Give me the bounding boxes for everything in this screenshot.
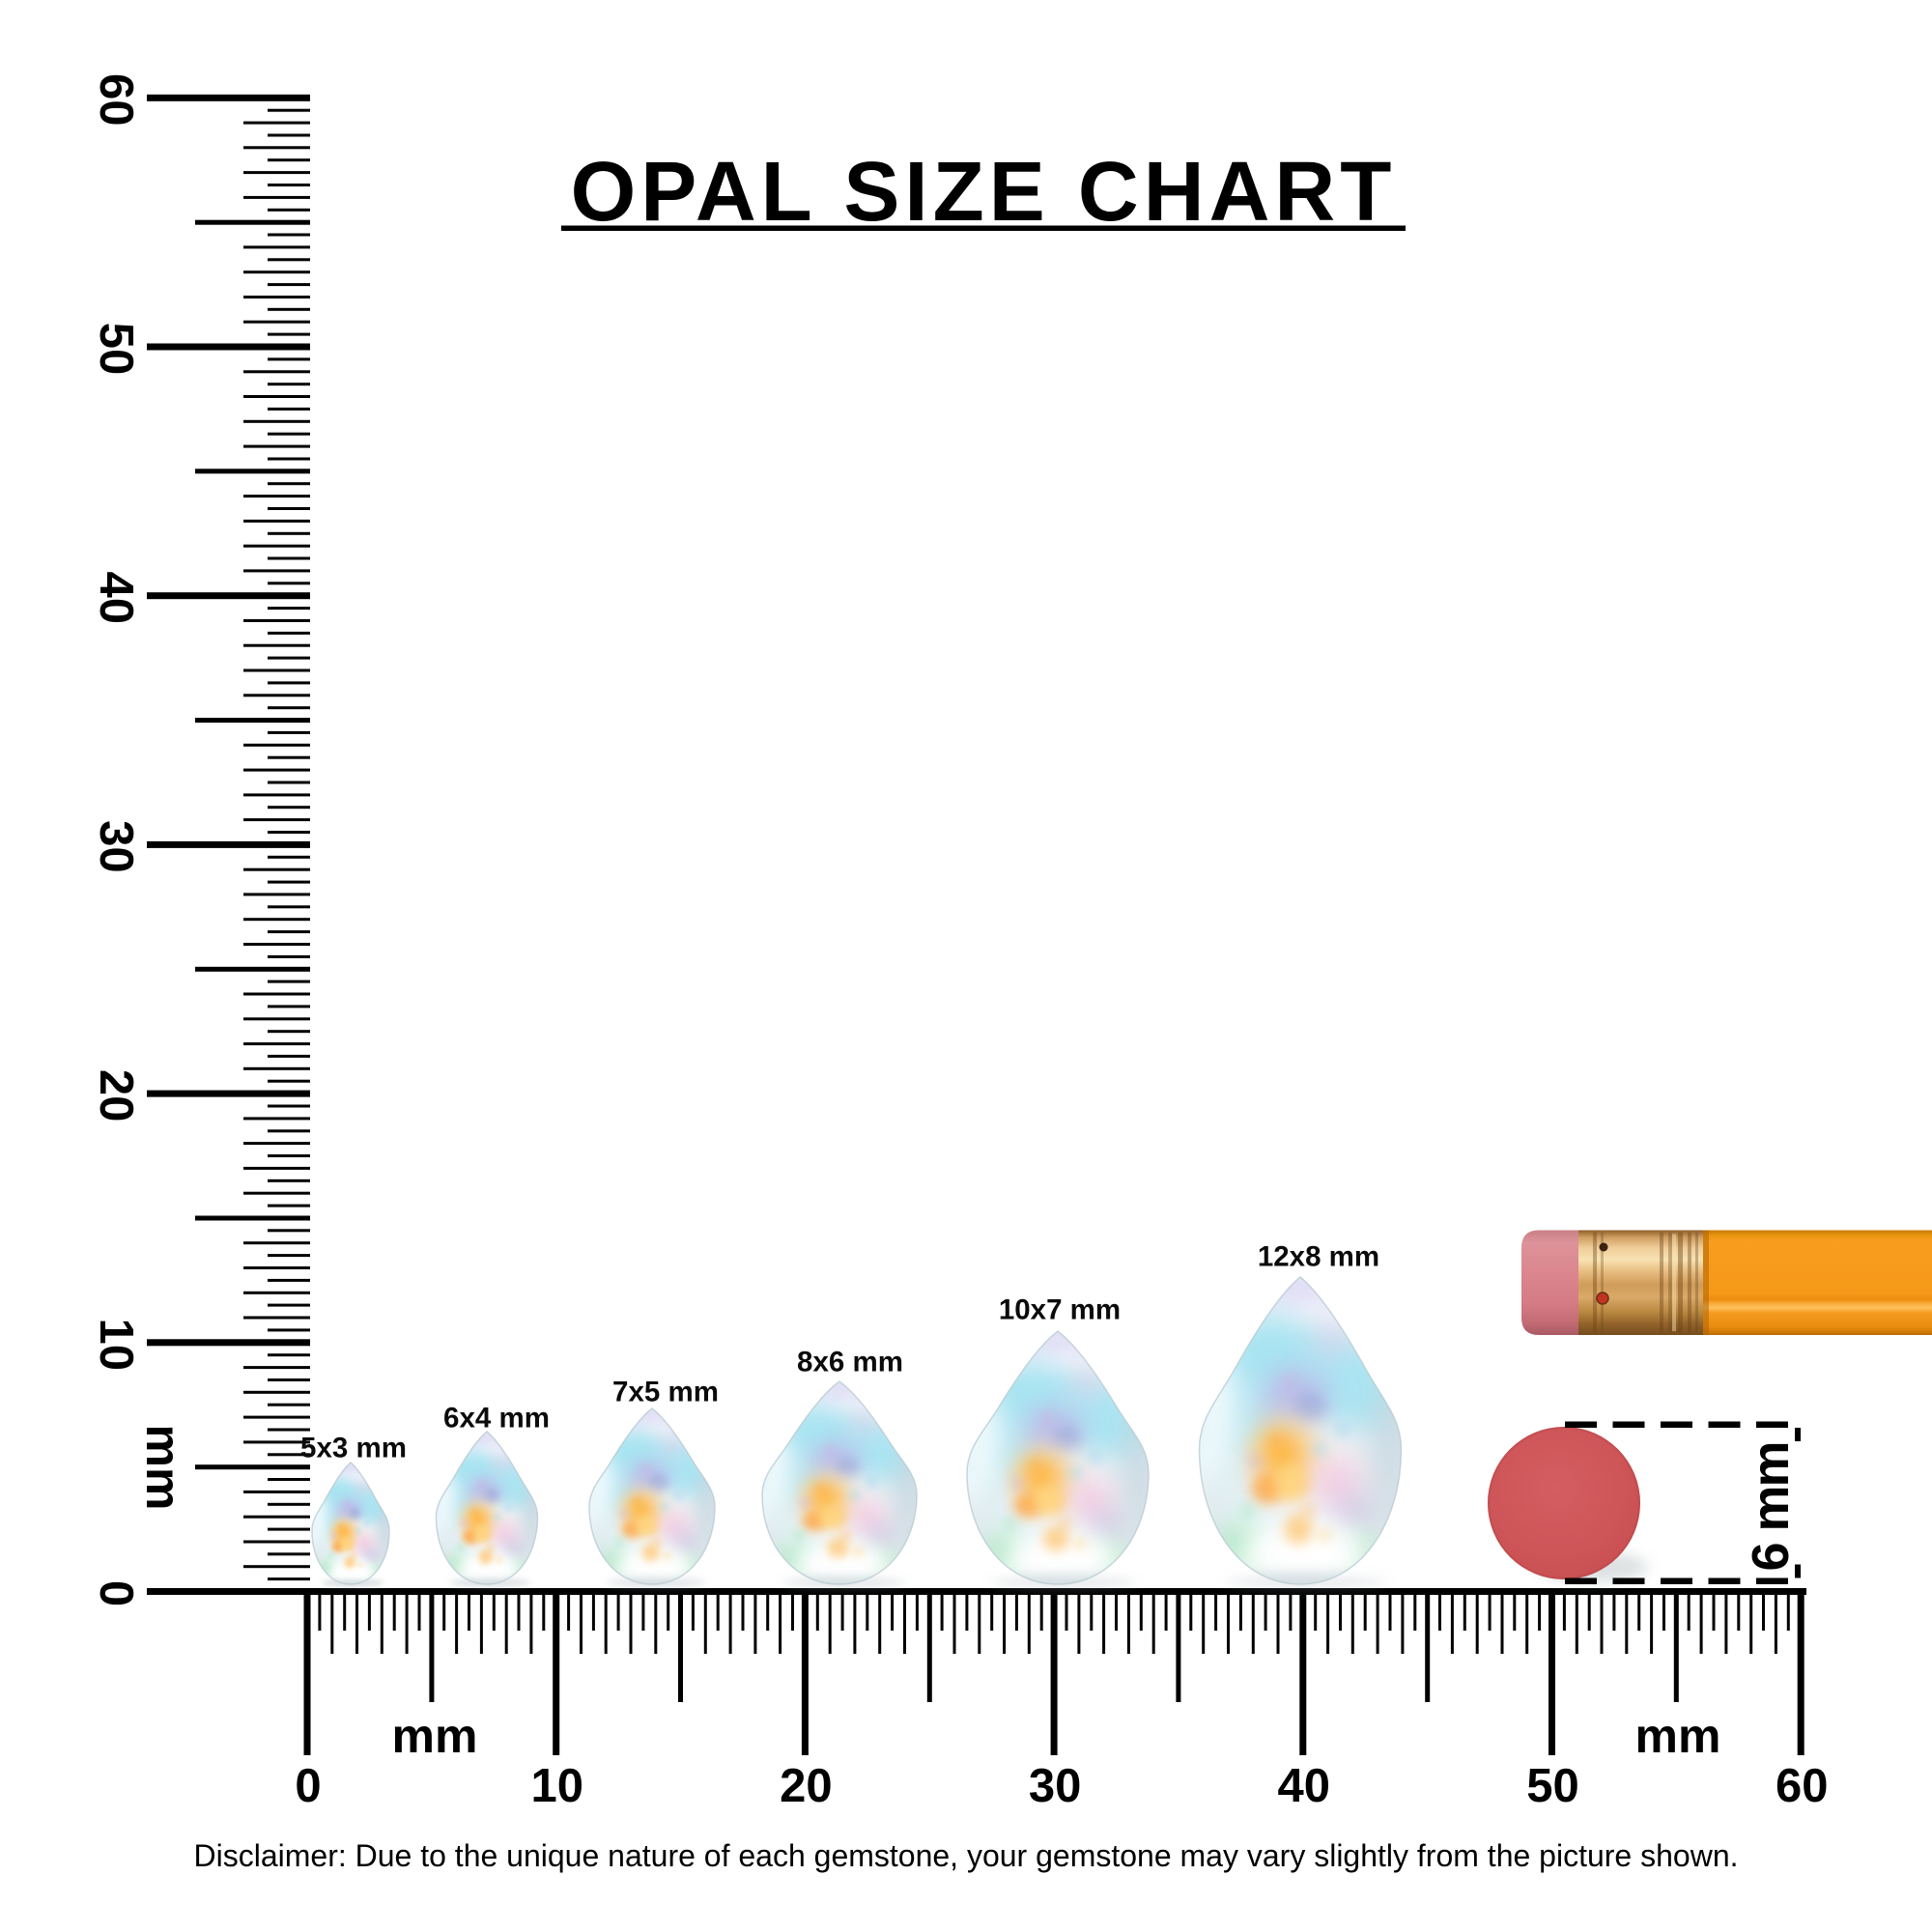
svg-text:20: 20 (90, 1069, 142, 1122)
svg-text:6 mm: 6 mm (1742, 1442, 1800, 1571)
svg-text:6x4 mm: 6x4 mm (443, 1403, 550, 1435)
svg-text:20: 20 (780, 1760, 833, 1812)
svg-text:40: 40 (90, 571, 142, 624)
svg-text:10x7 mm: 10x7 mm (999, 1294, 1121, 1326)
svg-text:mm: mm (136, 1425, 190, 1511)
svg-text:30: 30 (1029, 1760, 1082, 1812)
svg-text:50: 50 (1526, 1760, 1579, 1812)
svg-text:8x6 mm: 8x6 mm (797, 1347, 903, 1378)
svg-text:OPAL SIZE CHART: OPAL SIZE CHART (571, 145, 1397, 239)
svg-text:40: 40 (1278, 1760, 1331, 1812)
svg-text:7x5 mm: 7x5 mm (612, 1377, 719, 1408)
svg-text:10: 10 (530, 1760, 583, 1812)
svg-text:0: 0 (90, 1580, 142, 1606)
svg-text:60: 60 (90, 73, 142, 127)
svg-text:mm: mm (1635, 1709, 1721, 1763)
svg-text:Disclaimer: Due to the unique: Disclaimer: Due to the unique nature of … (194, 1838, 1739, 1873)
svg-text:50: 50 (90, 323, 142, 376)
svg-text:5x3 mm: 5x3 mm (300, 1433, 407, 1464)
svg-text:mm: mm (392, 1709, 478, 1763)
svg-text:0: 0 (295, 1760, 321, 1812)
svg-text:12x8 mm: 12x8 mm (1258, 1241, 1379, 1273)
svg-text:60: 60 (1776, 1760, 1829, 1812)
svg-text:10: 10 (90, 1319, 142, 1372)
svg-text:30: 30 (90, 820, 142, 873)
